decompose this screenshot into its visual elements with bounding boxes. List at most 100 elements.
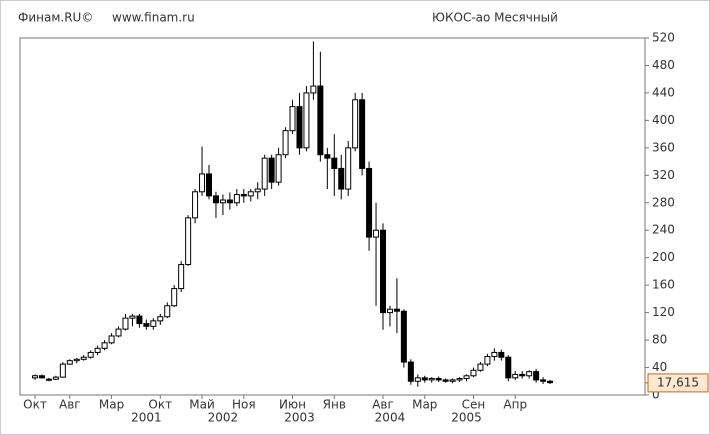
candle-body: [150, 320, 157, 327]
candle-body: [352, 99, 359, 149]
candle-body: [282, 130, 289, 156]
candle-body: [386, 308, 393, 314]
plot-area: [19, 37, 646, 396]
candle-body: [185, 217, 192, 266]
candle-body: [393, 308, 400, 312]
candle-body: [414, 377, 421, 382]
y-tick-label: 160: [652, 278, 675, 292]
year-label: 2001: [131, 411, 162, 425]
candle-body: [80, 356, 87, 360]
candle-body: [442, 379, 449, 382]
chart-title: ЮКОС-ао Месячный: [432, 11, 558, 25]
candle-body: [324, 154, 331, 159]
candle-body: [233, 194, 240, 204]
candle-body: [289, 106, 296, 132]
y-tick-label: 40: [652, 360, 667, 374]
candle-body: [143, 323, 150, 327]
last-value-label: 17,615: [657, 375, 699, 389]
candle-body: [463, 375, 470, 380]
y-tick-label: 240: [652, 223, 675, 237]
candle-body: [268, 157, 275, 183]
candle-body: [275, 154, 282, 183]
candle-body: [129, 315, 136, 319]
candle-body: [66, 360, 73, 365]
x-tick-label: Окт: [23, 398, 47, 412]
candle-body: [38, 375, 45, 379]
url: www.finam.ru: [112, 11, 195, 25]
y-tick-label: 520: [652, 31, 675, 45]
candle-body: [380, 229, 386, 314]
x-tick-label: Май: [189, 398, 215, 412]
x-tick-label: Янв: [323, 398, 346, 412]
y-tick-label: 280: [652, 195, 675, 209]
candle-body: [192, 191, 199, 219]
candle-body: [428, 378, 435, 381]
candle-body: [101, 342, 108, 349]
candle-body: [59, 363, 66, 378]
candle-body: [421, 377, 428, 381]
candle-body: [345, 147, 352, 190]
candle-body: [226, 199, 233, 204]
candle-body: [526, 371, 533, 377]
y-tick-label: 360: [652, 140, 675, 154]
candle-body: [477, 363, 484, 371]
candle-body: [407, 361, 414, 382]
candle-body: [94, 347, 101, 353]
candle-body: [178, 264, 185, 290]
candle-body: [115, 328, 122, 337]
candle-body: [435, 378, 442, 381]
candle-body: [484, 356, 491, 365]
candle-body: [108, 335, 115, 344]
candle-body: [512, 373, 519, 379]
y-tick-label: 480: [652, 58, 675, 72]
candle-body: [212, 195, 219, 204]
year-label: 2004: [375, 411, 406, 425]
x-tick-label: Ноя: [232, 398, 256, 412]
candle-body: [157, 316, 164, 322]
candle-body: [456, 378, 463, 381]
y-tick-label: 200: [652, 250, 675, 264]
x-tick-label: Мар: [412, 398, 437, 412]
candle-body: [533, 371, 540, 381]
candle-body: [317, 85, 324, 156]
y-tick-label: 0: [652, 388, 660, 402]
x-tick-label: Окт: [148, 398, 172, 412]
candle-body: [400, 310, 407, 363]
y-tick-label: 400: [652, 113, 675, 127]
source: Финам.RU©: [18, 11, 93, 25]
candle-body: [491, 351, 498, 358]
candle-body: [240, 194, 247, 197]
candle-body: [45, 378, 52, 381]
candle-body: [303, 92, 310, 149]
candle-body: [296, 106, 303, 149]
candle-body: [219, 199, 226, 204]
candle-body: [547, 380, 554, 384]
x-tick-label: Авг: [372, 398, 394, 412]
candle-body: [498, 351, 505, 358]
x-tick-label: Сен: [462, 398, 486, 412]
candle-body: [206, 173, 212, 197]
y-tick-label: 320: [652, 168, 675, 182]
candle-body: [199, 173, 206, 193]
candle-body: [449, 379, 456, 382]
x-tick-label: Авг: [59, 398, 81, 412]
y-tick-label: 120: [652, 305, 675, 319]
candle-body: [32, 375, 38, 379]
candle-body: [164, 305, 171, 318]
candle-body: [73, 358, 80, 362]
candle-body: [519, 373, 526, 377]
x-tick-label: Мар: [99, 398, 124, 412]
x-tick-label: Апр: [503, 398, 527, 412]
candle-body: [87, 351, 94, 358]
candle-body: [247, 191, 254, 197]
candle-body: [310, 85, 317, 94]
year-label: 2005: [451, 411, 482, 425]
candle-body: [359, 99, 366, 169]
candle-body: [540, 379, 547, 382]
candle-body: [122, 317, 129, 330]
candle-body: [254, 188, 261, 193]
candle-body: [366, 167, 373, 238]
year-label: 2002: [208, 411, 239, 425]
y-tick-label: 80: [652, 333, 667, 347]
